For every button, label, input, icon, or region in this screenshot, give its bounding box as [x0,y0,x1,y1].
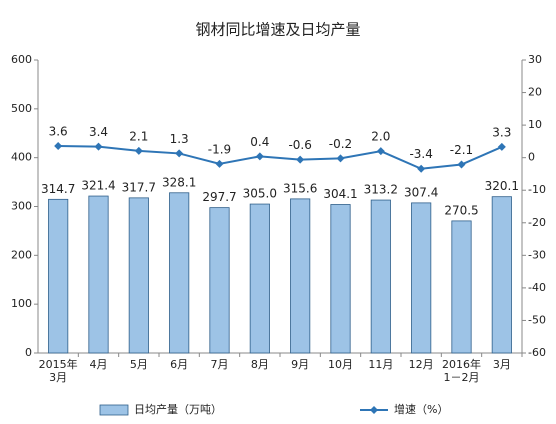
bar [209,207,230,354]
line-value-label: 0.4 [250,135,269,149]
bar [48,198,69,354]
line-marker [94,142,103,151]
bar-value-label: 320.1 [485,179,519,193]
y-tick-label: 200 [11,248,32,261]
y2-tick-label: -30 [528,248,546,261]
x-tick-label: 3月 [493,358,511,371]
legend-label: 增速（%） [394,402,448,416]
y2-tick-label: 30 [528,53,542,66]
y-tick-label: 0 [25,346,32,359]
line-marker [417,164,426,173]
line-value-label: 3.6 [49,124,68,138]
bar [330,204,351,354]
x-tick-label: 5月 [130,358,148,371]
x-tick-label: 6月 [170,358,188,371]
y2-tick-label: -40 [528,281,546,294]
y2-tick-label: 10 [528,118,542,131]
line-marker [457,160,466,169]
bar-value-label: 317.7 [122,180,156,194]
line [58,144,503,170]
bar-value-label: 297.7 [202,190,236,204]
x-tick-label: 8月 [251,358,269,371]
line-marker [376,147,385,156]
line-value-label: 1.3 [170,132,189,146]
line-value-label: 2.1 [129,129,148,143]
line-marker [54,141,63,150]
y2-tick-label: -50 [528,313,546,326]
x-tick-label: 2016年 1－2月 [442,357,481,384]
legend-label: 日均产量（万吨） [134,402,222,416]
bar-value-label: 314.7 [41,182,75,196]
y-tick-label: 400 [11,151,32,164]
line-value-label: -3.4 [409,147,432,161]
bar [249,203,270,354]
bar [290,198,311,354]
x-tick-label: 9月 [291,358,309,371]
line-value-label: -2.1 [450,143,473,157]
line-value-label: 2.0 [371,130,390,144]
line-value-label: -1.9 [208,142,231,156]
bar-value-label: 305.0 [243,187,277,201]
bar [128,197,149,354]
bar-value-label: 304.1 [323,187,357,201]
bar [88,195,109,354]
y-tick-label: 100 [11,297,32,310]
bar-value-label: 307.4 [404,185,438,199]
bar [491,196,512,354]
bar-value-label: 270.5 [444,203,478,217]
y2-tick-label: -10 [528,183,546,196]
line-marker [134,146,143,155]
bar-value-label: 328.1 [162,175,196,189]
legend-swatch [99,404,129,416]
line-marker [497,142,506,151]
bar-value-label: 321.4 [81,179,115,193]
y2-tick-label: -60 [528,346,546,359]
y2-tick-label: 20 [528,86,542,99]
legend-marker [370,406,378,414]
x-tick-label: 4月 [90,358,108,371]
line-value-label: 3.4 [89,125,108,139]
line-value-label: -0.6 [288,138,311,152]
x-tick-label: 11月 [368,358,393,371]
line-value-label: -0.2 [329,137,352,151]
x-tick-label: 12月 [409,358,434,371]
x-tick-label: 7月 [211,358,229,371]
y-tick-label: 300 [11,200,32,213]
y-tick-label: 500 [11,102,32,115]
bar [169,192,190,354]
line-marker [255,152,264,161]
x-tick-label: 10月 [328,358,353,371]
line-value-label: 3.3 [492,125,511,139]
bar [370,199,391,354]
chart-title: 钢材同比增速及日均产量 [195,21,360,39]
line-marker [175,149,184,158]
line-marker [336,154,345,163]
bar-value-label: 315.6 [283,181,317,195]
line-marker [296,155,305,164]
line-marker [215,159,224,168]
bar [411,202,432,354]
bar [451,220,472,354]
bar-value-label: 313.2 [364,183,398,197]
y2-tick-label: 0 [528,151,535,164]
x-tick-label: 2015年 3月 [39,357,78,384]
y2-tick-label: -20 [528,216,546,229]
y-tick-label: 600 [11,53,32,66]
